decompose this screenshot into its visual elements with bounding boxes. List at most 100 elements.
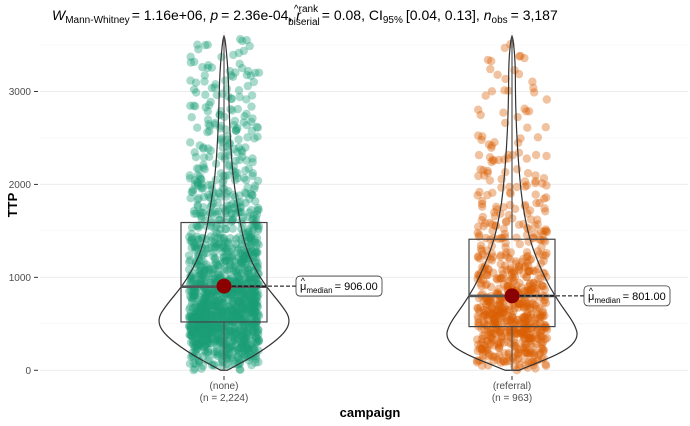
data-point bbox=[211, 325, 221, 334]
data-point bbox=[247, 290, 256, 299]
data-point bbox=[510, 317, 519, 327]
data-point bbox=[209, 275, 218, 284]
data-point bbox=[490, 317, 499, 327]
data-point bbox=[188, 352, 197, 361]
data-point bbox=[533, 334, 543, 344]
data-point bbox=[497, 332, 507, 341]
data-point bbox=[525, 329, 534, 338]
data-point bbox=[192, 316, 201, 325]
data-point bbox=[221, 76, 230, 85]
data-point bbox=[236, 365, 245, 374]
data-point bbox=[212, 300, 221, 310]
data-point bbox=[241, 304, 251, 314]
data-point bbox=[537, 243, 546, 252]
data-point bbox=[491, 304, 500, 314]
data-point bbox=[185, 312, 194, 321]
data-point bbox=[216, 312, 226, 321]
data-point bbox=[495, 307, 505, 316]
data-point bbox=[197, 314, 206, 323]
data-point bbox=[251, 197, 260, 206]
data-point bbox=[481, 344, 490, 353]
data-point bbox=[249, 77, 258, 87]
data-point bbox=[238, 254, 248, 264]
data-point bbox=[487, 351, 496, 360]
median-label-box bbox=[295, 275, 383, 297]
data-point bbox=[474, 131, 483, 140]
data-point bbox=[527, 334, 536, 343]
data-point bbox=[226, 71, 236, 80]
data-point bbox=[524, 312, 533, 321]
data-point bbox=[230, 325, 240, 334]
data-point bbox=[523, 169, 533, 178]
data-point bbox=[244, 259, 253, 269]
data-point bbox=[246, 233, 255, 242]
data-point bbox=[184, 251, 194, 260]
data-point bbox=[202, 260, 211, 269]
data-point bbox=[237, 242, 246, 251]
data-point bbox=[249, 298, 259, 307]
data-point bbox=[253, 203, 263, 213]
data-point bbox=[219, 308, 228, 317]
data-point bbox=[218, 240, 228, 250]
data-point bbox=[480, 311, 489, 320]
data-point bbox=[522, 248, 532, 257]
data-point bbox=[229, 336, 238, 345]
data-point bbox=[216, 325, 226, 335]
data-point bbox=[228, 337, 238, 346]
data-point bbox=[190, 180, 200, 189]
data-point bbox=[198, 304, 207, 313]
data-point bbox=[200, 342, 209, 351]
data-point bbox=[232, 278, 241, 287]
data-point bbox=[218, 306, 227, 316]
data-point bbox=[210, 232, 219, 241]
data-point bbox=[250, 317, 260, 326]
data-point bbox=[239, 213, 248, 222]
data-point bbox=[490, 311, 499, 320]
data-point bbox=[197, 208, 206, 217]
data-point bbox=[519, 313, 528, 322]
data-point bbox=[219, 305, 228, 314]
data-point bbox=[193, 202, 203, 211]
data-point bbox=[218, 357, 227, 366]
data-point bbox=[188, 274, 198, 283]
data-point bbox=[199, 322, 209, 331]
data-point bbox=[500, 86, 509, 95]
data-point bbox=[245, 332, 254, 341]
data-point bbox=[209, 305, 219, 314]
data-point bbox=[220, 332, 230, 341]
data-point bbox=[248, 169, 258, 178]
data-point bbox=[192, 345, 201, 354]
data-point bbox=[251, 295, 261, 304]
data-point bbox=[205, 289, 214, 298]
data-point bbox=[536, 273, 545, 283]
data-point bbox=[233, 174, 242, 183]
data-point bbox=[185, 314, 194, 324]
data-point bbox=[520, 314, 529, 323]
data-point bbox=[238, 259, 247, 268]
data-point bbox=[212, 347, 222, 357]
data-point bbox=[249, 311, 258, 321]
data-point bbox=[474, 318, 483, 327]
data-point bbox=[487, 56, 496, 66]
data-point bbox=[242, 156, 251, 165]
data-point bbox=[234, 311, 244, 320]
data-point bbox=[520, 319, 529, 328]
data-point bbox=[538, 230, 548, 239]
data-point bbox=[227, 288, 237, 298]
data-point bbox=[531, 176, 540, 186]
data-point bbox=[524, 282, 533, 291]
data-point bbox=[533, 280, 542, 289]
data-point bbox=[250, 288, 259, 297]
data-point bbox=[213, 351, 222, 361]
data-point bbox=[205, 310, 214, 320]
data-point bbox=[234, 265, 243, 274]
data-point bbox=[206, 325, 216, 335]
data-point bbox=[535, 314, 544, 323]
data-point bbox=[252, 275, 261, 284]
data-point bbox=[542, 323, 551, 333]
data-point bbox=[198, 313, 207, 322]
data-point bbox=[199, 320, 208, 330]
data-point bbox=[531, 287, 541, 296]
data-point bbox=[521, 317, 531, 326]
